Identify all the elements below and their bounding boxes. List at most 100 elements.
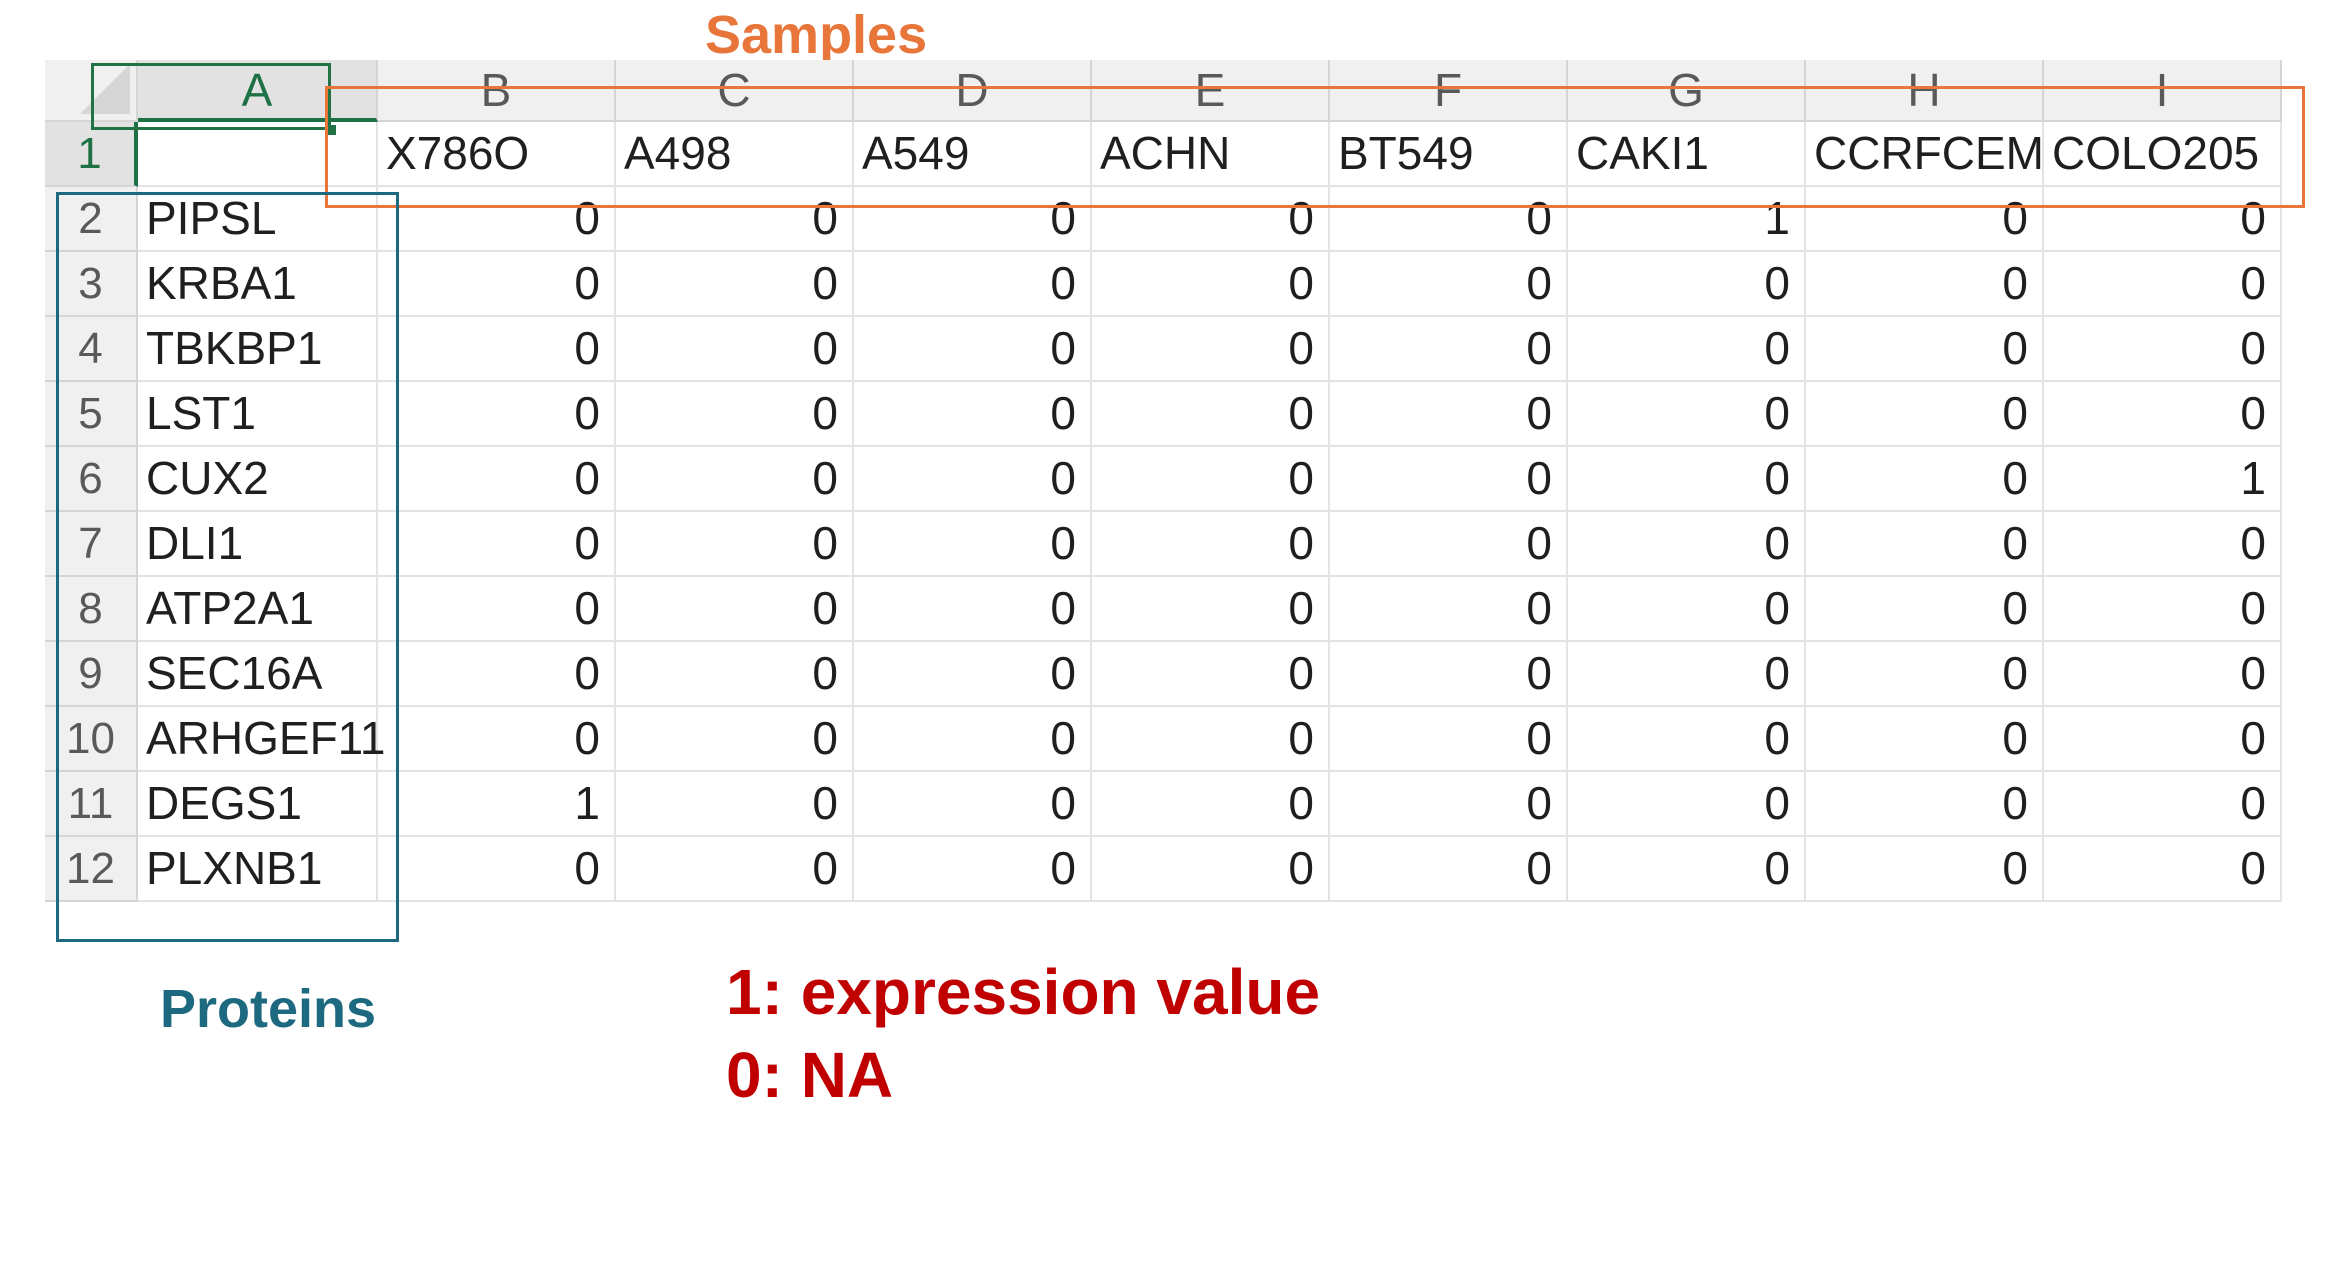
value-cell[interactable]: 0 xyxy=(378,577,616,642)
value-cell[interactable]: 0 xyxy=(854,772,1092,837)
protein-name-cell[interactable]: KRBA1 xyxy=(138,252,378,317)
value-cell[interactable]: 0 xyxy=(1092,837,1330,902)
row-header[interactable]: 1 xyxy=(45,122,138,187)
cell-a1[interactable] xyxy=(138,122,378,187)
sample-name-cell[interactable]: CAKI1 xyxy=(1568,122,1806,187)
value-cell[interactable]: 0 xyxy=(1806,642,2044,707)
value-cell[interactable]: 0 xyxy=(616,772,854,837)
value-cell[interactable]: 0 xyxy=(854,512,1092,577)
value-cell[interactable]: 0 xyxy=(1330,577,1568,642)
value-cell[interactable]: 0 xyxy=(854,837,1092,902)
value-cell[interactable]: 0 xyxy=(1568,447,1806,512)
protein-name-cell[interactable]: DEGS1 xyxy=(138,772,378,837)
column-header-a[interactable]: A xyxy=(138,60,378,122)
sample-name-cell[interactable]: ACHN xyxy=(1092,122,1330,187)
value-cell[interactable]: 0 xyxy=(378,512,616,577)
protein-name-cell[interactable]: LST1 xyxy=(138,382,378,447)
value-cell[interactable]: 0 xyxy=(2044,317,2282,382)
value-cell[interactable]: 0 xyxy=(1568,317,1806,382)
value-cell[interactable]: 0 xyxy=(1806,447,2044,512)
value-cell[interactable]: 0 xyxy=(854,577,1092,642)
value-cell[interactable]: 0 xyxy=(378,317,616,382)
protein-name-cell[interactable]: DLI1 xyxy=(138,512,378,577)
value-cell[interactable]: 0 xyxy=(1806,187,2044,252)
value-cell[interactable]: 0 xyxy=(1330,187,1568,252)
value-cell[interactable]: 0 xyxy=(2044,642,2282,707)
sample-name-cell[interactable]: CCRFCEM xyxy=(1806,122,2044,187)
value-cell[interactable]: 0 xyxy=(2044,837,2282,902)
column-header-g[interactable]: G xyxy=(1568,60,1806,122)
value-cell[interactable]: 0 xyxy=(616,642,854,707)
value-cell[interactable]: 0 xyxy=(1806,382,2044,447)
value-cell[interactable]: 0 xyxy=(1330,252,1568,317)
value-cell[interactable]: 0 xyxy=(378,642,616,707)
row-header[interactable]: 12 xyxy=(45,837,138,902)
value-cell[interactable]: 0 xyxy=(378,447,616,512)
value-cell[interactable]: 0 xyxy=(1092,512,1330,577)
value-cell[interactable]: 0 xyxy=(1092,252,1330,317)
row-header[interactable]: 4 xyxy=(45,317,138,382)
value-cell[interactable]: 0 xyxy=(2044,382,2282,447)
value-cell[interactable]: 0 xyxy=(1568,772,1806,837)
value-cell[interactable]: 0 xyxy=(1806,772,2044,837)
protein-name-cell[interactable]: PLXNB1 xyxy=(138,837,378,902)
value-cell[interactable]: 0 xyxy=(616,252,854,317)
sample-name-cell[interactable]: X786O xyxy=(378,122,616,187)
value-cell[interactable]: 0 xyxy=(1806,512,2044,577)
value-cell[interactable]: 0 xyxy=(854,642,1092,707)
value-cell[interactable]: 1 xyxy=(378,772,616,837)
fill-handle[interactable] xyxy=(326,125,336,135)
value-cell[interactable]: 0 xyxy=(616,317,854,382)
value-cell[interactable]: 0 xyxy=(616,837,854,902)
value-cell[interactable]: 0 xyxy=(1330,837,1568,902)
value-cell[interactable]: 0 xyxy=(854,447,1092,512)
value-cell[interactable]: 0 xyxy=(1092,447,1330,512)
value-cell[interactable]: 0 xyxy=(1330,512,1568,577)
column-header-i[interactable]: I xyxy=(2044,60,2282,122)
row-header[interactable]: 2 xyxy=(45,187,138,252)
value-cell[interactable]: 0 xyxy=(854,382,1092,447)
value-cell[interactable]: 0 xyxy=(616,187,854,252)
value-cell[interactable]: 0 xyxy=(378,187,616,252)
column-header-b[interactable]: B xyxy=(378,60,616,122)
value-cell[interactable]: 0 xyxy=(378,837,616,902)
value-cell[interactable]: 0 xyxy=(1806,317,2044,382)
protein-name-cell[interactable]: ARHGEF11 xyxy=(138,707,385,772)
sample-name-cell[interactable]: BT549 xyxy=(1330,122,1568,187)
value-cell[interactable]: 0 xyxy=(1806,707,2044,772)
value-cell[interactable]: 0 xyxy=(854,707,1092,772)
value-cell[interactable]: 1 xyxy=(1568,187,1806,252)
value-cell[interactable]: 0 xyxy=(1568,577,1806,642)
row-header[interactable]: 5 xyxy=(45,382,138,447)
protein-name-cell[interactable]: TBKBP1 xyxy=(138,317,378,382)
value-cell[interactable]: 0 xyxy=(616,577,854,642)
value-cell[interactable]: 0 xyxy=(616,382,854,447)
value-cell[interactable]: 0 xyxy=(854,252,1092,317)
column-header-d[interactable]: D xyxy=(854,60,1092,122)
value-cell[interactable]: 0 xyxy=(854,187,1092,252)
value-cell[interactable]: 0 xyxy=(378,707,616,772)
value-cell[interactable]: 0 xyxy=(616,512,854,577)
value-cell[interactable]: 0 xyxy=(378,382,616,447)
sample-name-cell[interactable]: COLO205 xyxy=(2044,122,2282,187)
select-all-corner[interactable] xyxy=(45,60,138,122)
value-cell[interactable]: 0 xyxy=(616,707,854,772)
column-header-e[interactable]: E xyxy=(1092,60,1330,122)
column-header-f[interactable]: F xyxy=(1330,60,1568,122)
row-header[interactable]: 11 xyxy=(45,772,138,837)
value-cell[interactable]: 0 xyxy=(1330,317,1568,382)
column-header-h[interactable]: H xyxy=(1806,60,2044,122)
value-cell[interactable]: 0 xyxy=(1092,772,1330,837)
value-cell[interactable]: 0 xyxy=(2044,512,2282,577)
value-cell[interactable]: 0 xyxy=(616,447,854,512)
protein-name-cell[interactable]: ATP2A1 xyxy=(138,577,378,642)
value-cell[interactable]: 0 xyxy=(1806,577,2044,642)
row-header[interactable]: 9 xyxy=(45,642,138,707)
value-cell[interactable]: 0 xyxy=(1092,642,1330,707)
value-cell[interactable]: 0 xyxy=(1806,252,2044,317)
value-cell[interactable]: 0 xyxy=(1806,837,2044,902)
value-cell[interactable]: 0 xyxy=(1330,447,1568,512)
value-cell[interactable]: 0 xyxy=(1330,772,1568,837)
value-cell[interactable]: 0 xyxy=(1568,707,1806,772)
row-header[interactable]: 8 xyxy=(45,577,138,642)
